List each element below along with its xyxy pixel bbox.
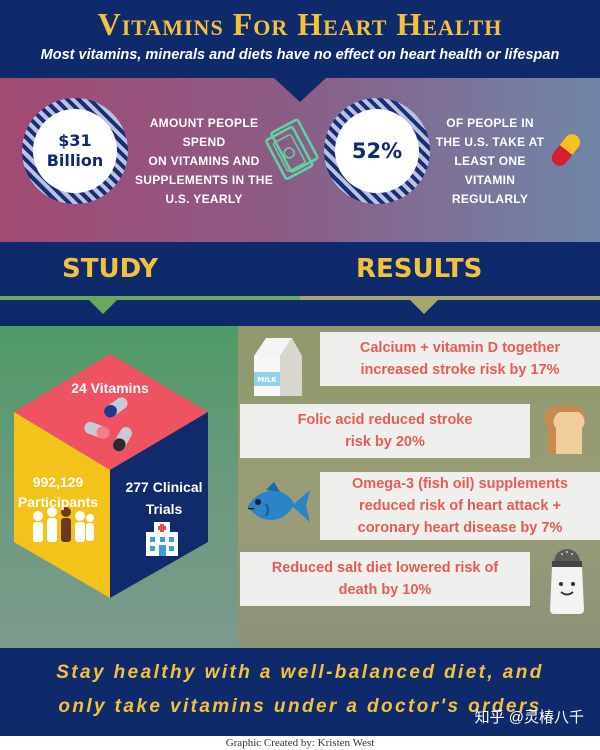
- results-stripe: [300, 296, 600, 300]
- people-icon: [33, 507, 94, 542]
- study-pointer: [89, 300, 117, 314]
- bread-icon: [544, 406, 586, 454]
- results-heading: RESULTS: [356, 254, 483, 284]
- watermark: 知乎 @灵椿八千: [474, 709, 584, 726]
- header: Vitamins For Heart Health Most vitamins,…: [0, 0, 600, 78]
- take-description: of people in the U.S. take at least one …: [435, 116, 545, 206]
- footer-message-line2: only take vitamins under a doctor's orde…: [58, 696, 542, 717]
- stats-band: $31 Billion Amount people spend on vitam…: [0, 78, 600, 242]
- spend-value: $31: [58, 131, 92, 150]
- result-omega-3: Omega-3 (fish oil) supplements reduced r…: [320, 472, 600, 540]
- hospital-icon: [146, 522, 178, 556]
- page-subtitle: Most vitamins, minerals and diets have n…: [40, 47, 560, 63]
- result-calcium: Calcium + vitamin D together increased s…: [320, 332, 600, 386]
- capsules-icon: [84, 397, 132, 452]
- section-bar: STUDY RESULTS: [0, 242, 600, 300]
- take-value: 52%: [351, 139, 403, 163]
- milk-label: MILK: [257, 376, 277, 384]
- spend-description: Amount people spend on vitamins and supp…: [134, 116, 274, 206]
- spend-badge: $31 Billion: [22, 98, 128, 204]
- footer-message-line1: Stay healthy with a well-balanced diet, …: [56, 662, 544, 683]
- milk-carton-icon: MILK: [254, 338, 302, 396]
- study-cube: [14, 354, 208, 598]
- result-folic-acid: Folic acid reduced stroke risk by 20%: [240, 404, 530, 458]
- spend-unit: Billion: [46, 151, 104, 170]
- credit-band: [0, 736, 600, 750]
- pill-icon: [551, 134, 581, 166]
- results-pointer: [410, 300, 438, 314]
- study-stripe: [0, 296, 300, 300]
- result-salt: Reduced salt diet lowered risk of death …: [240, 552, 530, 606]
- header-notch: [274, 78, 326, 102]
- take-badge: 52%: [324, 98, 430, 204]
- fish-icon: [247, 482, 310, 522]
- trials-count: 277 Clinical Trials: [125, 479, 203, 517]
- page-title: Vitamins For Heart Health: [97, 6, 503, 42]
- study-heading: STUDY: [62, 254, 159, 284]
- salt-shaker-icon: [550, 549, 584, 614]
- participants-count: 992,129 Participants: [17, 474, 99, 510]
- money-icon: [265, 118, 319, 180]
- vitamins-count: 24 Vitamins: [71, 380, 149, 396]
- footer: Stay healthy with a well-balanced diet, …: [0, 648, 600, 736]
- credit: Graphic Created by: Kristen West: [225, 737, 375, 749]
